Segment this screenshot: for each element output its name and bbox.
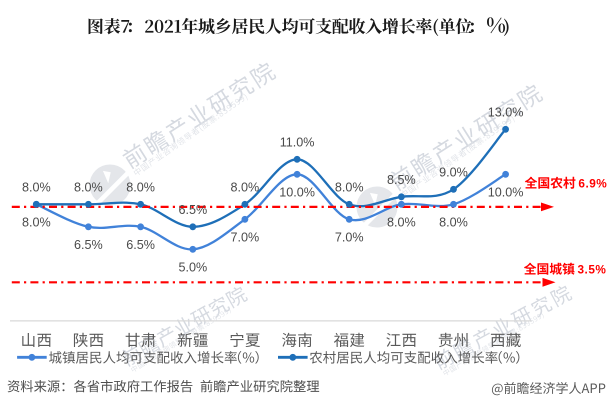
svg-text:8.0%: 8.0%	[22, 216, 51, 230]
svg-text:11.0%: 11.0%	[280, 135, 315, 149]
svg-text:8.0%: 8.0%	[126, 180, 155, 194]
svg-text:6.9%: 6.9%	[578, 177, 607, 191]
svg-text:3.5%: 3.5%	[578, 263, 607, 277]
svg-text:6.5%: 6.5%	[126, 238, 155, 252]
svg-text:10.0%: 10.0%	[279, 186, 315, 200]
svg-text:8.0%: 8.0%	[439, 216, 468, 230]
svg-text:13.0%: 13.0%	[488, 105, 524, 119]
svg-text:8.0%: 8.0%	[387, 216, 416, 230]
svg-text:9.0%: 9.0%	[439, 165, 468, 179]
svg-text:8.0%: 8.0%	[231, 180, 260, 194]
svg-text:7.0%: 7.0%	[335, 231, 364, 245]
svg-text:5.0%: 5.0%	[178, 261, 207, 275]
svg-text:8.0%: 8.0%	[74, 180, 103, 194]
svg-text:8.0%: 8.0%	[22, 180, 51, 194]
svg-text:8.5%: 8.5%	[387, 173, 416, 187]
svg-text:8.0%: 8.0%	[335, 180, 364, 194]
svg-text:10.0%: 10.0%	[488, 186, 524, 200]
svg-text:6.5%: 6.5%	[178, 203, 207, 217]
svg-text:7.0%: 7.0%	[231, 231, 260, 245]
svg-text:6.5%: 6.5%	[74, 238, 103, 252]
